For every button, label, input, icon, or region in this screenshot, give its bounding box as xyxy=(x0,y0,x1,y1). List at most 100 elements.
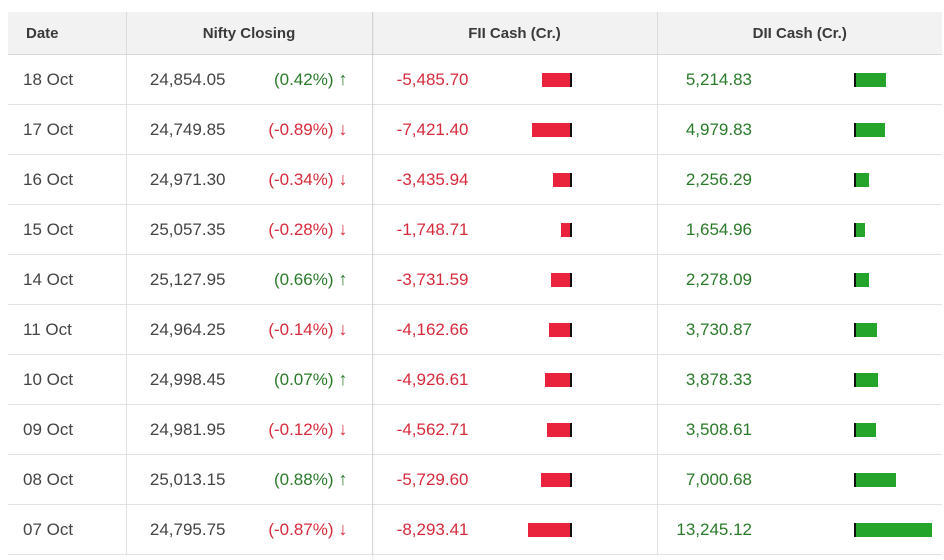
dii-bar-track xyxy=(853,121,944,139)
nifty-close-value: 24,854.05 xyxy=(149,70,226,89)
nifty-cell: 24,964.25 (-0.14%) ↓ xyxy=(125,304,372,355)
table-row: 10 Oct 24,998.45 (0.07%) ↑ -4,926.61 3,8… xyxy=(8,354,942,405)
fii-bar-track xyxy=(502,321,572,339)
fii-cell: -4,926.61 xyxy=(371,354,657,405)
fii-cash-value: -5,485.70 xyxy=(396,70,469,89)
fii-bar-track xyxy=(502,271,572,289)
dii-bar-track xyxy=(853,421,944,439)
arrow-up-icon: ↑ xyxy=(338,369,348,389)
fii-cash-value: -3,435.94 xyxy=(396,170,469,189)
fii-bar-track xyxy=(502,471,572,489)
dii-cell: 3,878.33 xyxy=(656,354,942,405)
nifty-close-value: 24,795.75 xyxy=(149,520,226,539)
nifty-change-percent: (-0.87%) xyxy=(268,520,334,539)
nifty-cell: 24,981.95 (-0.12%) ↓ xyxy=(125,404,372,455)
dii-bar xyxy=(853,473,896,487)
dii-cash-value: 3,878.33 xyxy=(685,370,752,389)
arrow-down-icon: ↓ xyxy=(338,119,348,139)
dii-bar-track xyxy=(853,71,944,89)
fii-bar-track xyxy=(502,421,572,439)
table-row: 17 Oct 24,749.85 (-0.89%) ↓ -7,421.40 4,… xyxy=(8,104,944,155)
table-row: 18 Oct 24,854.05 (0.42%) ↑ -5,485.70 5,2… xyxy=(8,54,944,105)
nifty-change-percent: (0.88%) xyxy=(273,470,334,489)
dii-cash-value: 2,256.29 xyxy=(685,170,752,189)
arrow-up-icon: ↑ xyxy=(338,269,348,289)
nifty-close-value: 25,013.15 xyxy=(149,470,226,489)
dii-bar xyxy=(853,73,886,87)
header-date[interactable]: Date xyxy=(8,12,126,55)
table-body: 18 Oct 24,854.05 (0.42%) ↑ -5,485.70 5,2… xyxy=(8,54,944,555)
date-cell: 09 Oct xyxy=(8,404,126,455)
fii-bar-track xyxy=(502,71,572,89)
fii-bar xyxy=(541,73,572,87)
fii-cash-value: -1,748.71 xyxy=(396,220,469,239)
dii-bar-track xyxy=(853,221,944,239)
dii-bar xyxy=(853,223,865,237)
dii-bar xyxy=(853,523,932,537)
dii-bar xyxy=(853,373,878,387)
dii-cash-value: 13,245.12 xyxy=(676,520,752,539)
nifty-cell: 24,795.75 (-0.87%) ↓ xyxy=(125,504,372,555)
table-row: 16 Oct 24,971.30 (-0.34%) ↓ -3,435.94 2,… xyxy=(8,154,942,205)
dii-cash-value: 3,730.87 xyxy=(685,320,752,339)
arrow-down-icon: ↓ xyxy=(338,519,348,539)
arrow-down-icon: ↓ xyxy=(338,169,348,189)
date-cell: 15 Oct xyxy=(8,204,126,255)
nifty-change-percent: (0.66%) xyxy=(273,270,334,289)
fii-bar-track xyxy=(502,171,572,189)
dii-cell: 2,256.29 xyxy=(656,154,942,205)
nifty-change-percent: (0.42%) xyxy=(273,70,334,89)
date-cell: 16 Oct xyxy=(8,154,126,205)
dii-bar xyxy=(853,423,876,437)
date-cell: 07 Oct xyxy=(8,504,126,555)
fii-bar xyxy=(560,223,572,237)
dii-bar xyxy=(853,273,869,287)
dii-bar-track xyxy=(853,471,944,489)
fii-cell: -3,435.94 xyxy=(371,154,657,205)
nifty-cell: 24,971.30 (-0.34%) ↓ xyxy=(125,154,372,205)
table-row: 07 Oct 24,795.75 (-0.87%) ↓ -8,293.41 13… xyxy=(8,504,944,555)
nifty-close-value: 24,981.95 xyxy=(149,420,226,439)
arrow-up-icon: ↑ xyxy=(338,69,348,89)
fii-bar-track xyxy=(502,371,572,389)
dii-bar xyxy=(853,323,877,337)
fii-bar xyxy=(548,323,572,337)
fii-bar xyxy=(540,473,572,487)
dii-cash-value: 3,508.61 xyxy=(685,420,752,439)
nifty-change-percent: (0.07%) xyxy=(273,370,334,389)
dii-cash-value: 4,979.83 xyxy=(685,120,752,139)
dii-bar-track xyxy=(853,521,944,539)
nifty-close-value: 24,971.30 xyxy=(149,170,226,189)
dii-bar-track xyxy=(853,321,944,339)
table-row: 09 Oct 24,981.95 (-0.12%) ↓ -4,562.71 3,… xyxy=(8,404,944,455)
nifty-change-percent: (-0.14%) xyxy=(268,320,334,339)
fii-bar-track xyxy=(502,121,572,139)
nifty-cell: 25,127.95 (0.66%) ↑ xyxy=(125,254,372,305)
fii-cash-value: -4,562.71 xyxy=(396,420,469,439)
fii-cash-value: -3,731.59 xyxy=(396,270,469,289)
dii-cell: 7,000.68 xyxy=(656,454,944,505)
nifty-change-percent: (-0.28%) xyxy=(268,220,334,239)
header-nifty-closing[interactable]: Nifty Closing xyxy=(125,12,372,55)
fii-cell: -7,421.40 xyxy=(371,104,657,155)
fii-bar xyxy=(546,423,572,437)
fii-cash-value: -5,729.60 xyxy=(396,470,469,489)
header-dii-cash[interactable]: DII Cash (Cr.) xyxy=(656,12,942,55)
dii-bar-track xyxy=(853,271,944,289)
fii-cell: -4,162.66 xyxy=(371,304,657,355)
nifty-close-value: 24,998.45 xyxy=(149,370,226,389)
fii-bar-track xyxy=(502,221,572,239)
nifty-cell: 25,013.15 (0.88%) ↑ xyxy=(125,454,372,505)
nifty-cell: 24,749.85 (-0.89%) ↓ xyxy=(125,104,372,155)
fii-cell: -8,293.41 xyxy=(371,504,657,555)
nifty-cell: 25,057.35 (-0.28%) ↓ xyxy=(125,204,372,255)
dii-cell: 2,278.09 xyxy=(656,254,944,305)
fii-cell: -3,731.59 xyxy=(371,254,657,305)
header-fii-cash[interactable]: FII Cash (Cr.) xyxy=(371,12,657,55)
fii-bar xyxy=(544,373,572,387)
date-cell: 11 Oct xyxy=(8,304,126,355)
nifty-cell: 24,854.05 (0.42%) ↑ xyxy=(125,54,372,105)
table-header-row: Date Nifty Closing FII Cash (Cr.) DII Ca… xyxy=(8,12,942,55)
arrow-down-icon: ↓ xyxy=(338,319,348,339)
